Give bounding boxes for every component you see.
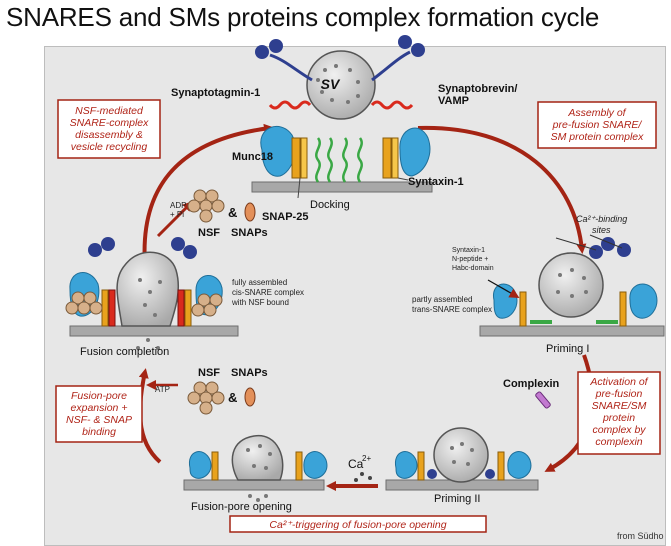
ca-sites-label-2: sites	[592, 225, 611, 235]
box-expansion-line-1: Fusion-pore	[71, 390, 127, 402]
fusion-completion-label: Fusion completion	[80, 346, 169, 358]
snaps-label: SNAPs	[231, 227, 268, 239]
ca2-label: Ca	[348, 457, 364, 471]
munc18-blob-right	[399, 127, 431, 177]
box-assembly-line-2: pre-fusion SNARE/	[552, 119, 643, 131]
nsf-release-arrow	[156, 201, 193, 238]
box-nsf-line-4: vesicle recycling	[71, 141, 148, 153]
priming-2-state	[385, 427, 539, 491]
snaps-label-2: SNAPs	[231, 367, 268, 379]
syntaxin-np-label-3: Habc-domain	[452, 265, 494, 272]
complexin-icon	[535, 391, 551, 409]
atp-label: ATP	[155, 385, 170, 394]
membrane-docking	[251, 181, 433, 193]
cis-complex-label-2: cis-SNARE complex	[232, 288, 304, 297]
synaptic-vesicle	[306, 50, 376, 120]
synaptotagmin-chain-left	[269, 53, 313, 82]
snap25-label: SNAP-25	[262, 211, 308, 223]
sv-label: SV	[321, 76, 341, 92]
box-nsf-line-3: disassembly &	[75, 129, 143, 141]
snap25-coils	[315, 137, 363, 183]
fusion-pore-label: Fusion-pore opening	[191, 501, 292, 513]
nsf-label-2: NSF	[198, 367, 220, 379]
snap-icon-bottom	[244, 387, 256, 407]
nsf-hexamer-bottom	[187, 381, 225, 415]
box-fusion-pore-expansion: Fusion-pore expansion + NSF- & SNAP bind…	[55, 385, 143, 443]
box-expansion-line-2: expansion +	[71, 402, 128, 414]
adp-label: ADP	[170, 201, 186, 210]
synaptotagmin-chain-right	[371, 50, 411, 82]
synaptobrevin-label-2: VAMP	[438, 95, 469, 107]
syntaxin-label: Syntaxin-1	[408, 176, 464, 188]
docking-state	[251, 35, 433, 199]
syntaxin-helix-left	[291, 137, 301, 179]
box-assembly: Assembly of pre-fusion SNARE/ SM protein…	[537, 101, 657, 149]
box-activation-line-5: complex by	[592, 424, 646, 436]
box-activation-line-3: SNARE/SM	[592, 400, 647, 412]
synaptobrevin-right	[370, 100, 414, 110]
figure-title: SNARES and SMs proteins complex formatio…	[6, 2, 600, 32]
box-nsf-mediated: NSF-mediated SNARE-complex disassembly &…	[57, 99, 161, 159]
nsf-label: NSF	[198, 227, 220, 239]
munc18-label: Munc18	[232, 151, 273, 163]
box-activation-line-6: complexin	[595, 436, 642, 448]
box-nsf-line-1: NSF-mediated	[75, 105, 144, 117]
amp-label: &	[228, 205, 237, 220]
nsf-hexamer-top	[187, 189, 225, 223]
box-activation-line-1: Activation of	[589, 376, 648, 388]
amp-label-2: &	[228, 390, 237, 405]
box-assembly-line-3: SM protein complex	[551, 131, 645, 143]
syntaxin-np-label-2: N-peptide +	[452, 256, 488, 263]
box-ca-trigger: Ca²⁺-triggering of fusion-pore opening	[229, 515, 487, 533]
cis-complex-label-3: with NSF bound	[231, 298, 289, 307]
syntaxin-helix-right	[382, 137, 392, 179]
synaptotagmin-label: Synaptotagmin-1	[171, 87, 260, 99]
priming-2-label: Priming II	[434, 493, 480, 505]
fusion-pore-state	[183, 435, 328, 502]
complexin-label: Complexin	[503, 378, 560, 390]
pi-label: + Pi	[170, 210, 184, 219]
source-credit: from Südho	[617, 531, 664, 541]
synaptobrevin-left	[268, 100, 312, 110]
box-nsf-line-2: SNARE-complex	[70, 117, 150, 129]
ca-sites-label-1: Ca²⁺-binding	[576, 214, 627, 224]
nsf-bound-right	[191, 293, 223, 317]
snap-icon-top	[244, 202, 256, 222]
box-expansion-line-4: binding	[82, 426, 116, 438]
priming-1-label: Priming I	[546, 343, 589, 355]
box-activation-line-2: pre-fusion	[595, 388, 643, 400]
cycle-arrow-top-left	[142, 123, 274, 266]
nsf-bound-left	[65, 291, 103, 315]
fusion-completion-state	[65, 237, 239, 350]
partly-assembled-label-2: trans-SNARE complex	[412, 305, 492, 314]
cis-complex-label-1: fully assembled	[232, 278, 287, 287]
box-activation-line-4: protein	[602, 412, 635, 424]
docking-label: Docking	[310, 199, 350, 211]
syntaxin-np-label-1: Syntaxin-1	[452, 247, 485, 254]
box-assembly-line-1: Assembly of	[567, 107, 626, 119]
box-activation: Activation of pre-fusion SNARE/SM protei…	[577, 371, 661, 455]
box-expansion-line-3: NSF- & SNAP	[66, 414, 132, 426]
ca2-superscript: 2+	[362, 454, 371, 463]
box-ca-trigger-text: Ca²⁺-triggering of fusion-pore opening	[269, 519, 446, 531]
partly-assembled-label-1: partly assembled	[412, 295, 472, 304]
synaptobrevin-label-1: Synaptobrevin/	[438, 83, 517, 95]
cycle-arrow-top-right	[417, 125, 587, 254]
priming-1-state	[479, 237, 665, 337]
